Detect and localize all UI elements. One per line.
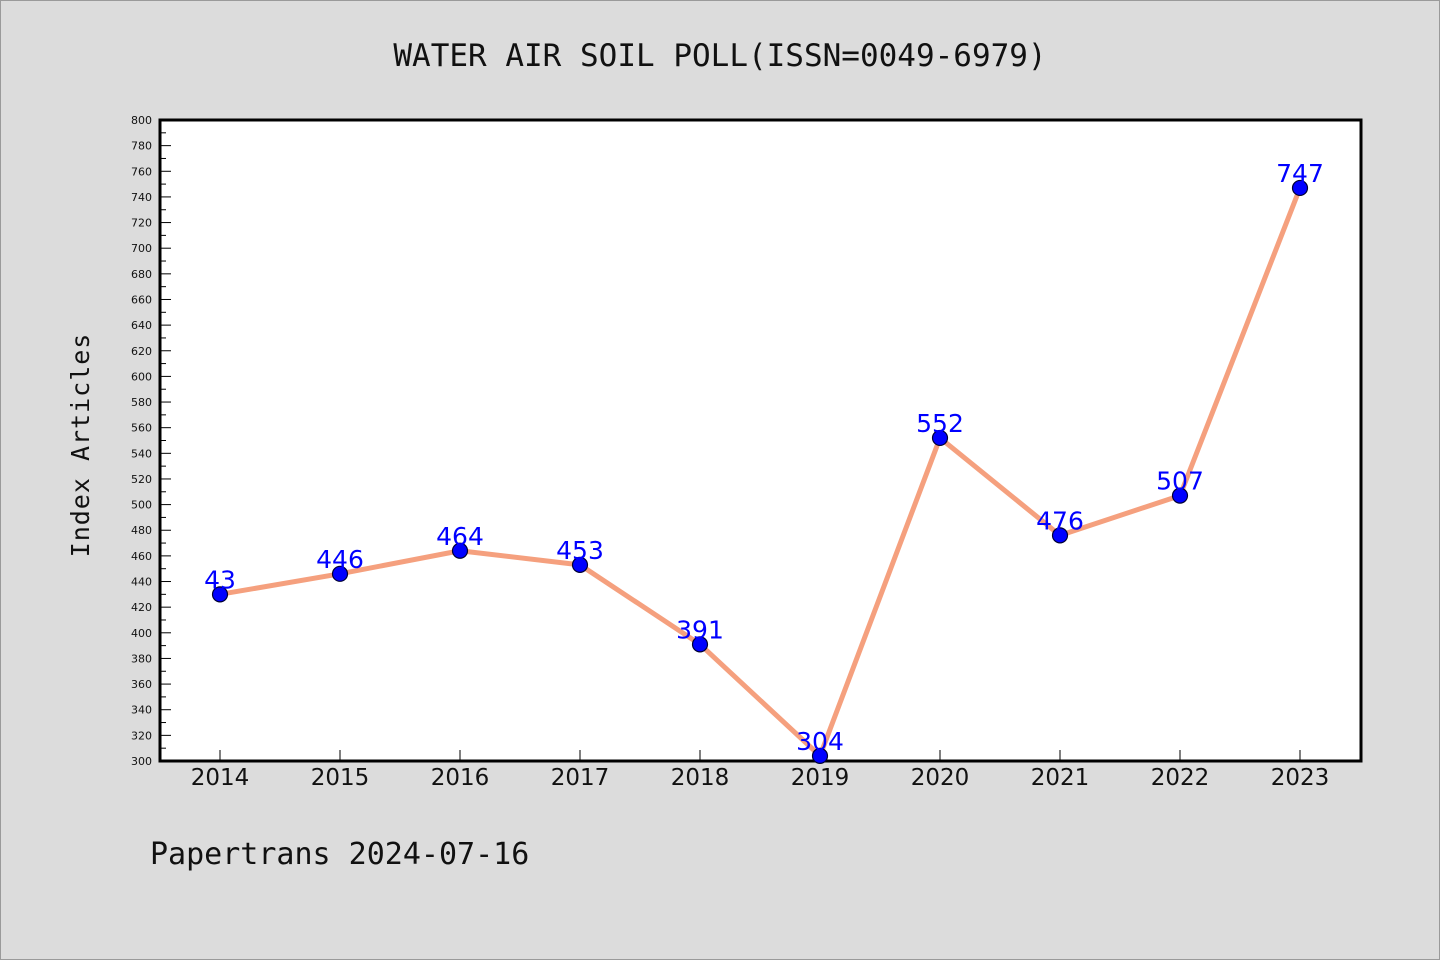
x-tick-label: 2022 [1151, 765, 1210, 791]
y-tick-label: 420 [131, 601, 152, 614]
data-label: 747 [1276, 159, 1324, 188]
footer-text: Papertrans 2024-07-16 [150, 837, 529, 872]
data-label: 552 [916, 409, 964, 438]
y-tick-label: 720 [131, 217, 152, 230]
x-tick-label: 2015 [311, 765, 370, 791]
y-tick-label: 580 [131, 396, 152, 409]
y-tick-label: 380 [131, 652, 152, 665]
data-point [811, 747, 829, 764]
y-axis-ticks: 300 320 340 360 380 400 420 440 460 480 500 520 540 5… [131, 114, 171, 768]
x-tick-label: 2017 [551, 765, 610, 791]
x-tick-label: 2019 [791, 765, 850, 791]
data-label: 446 [316, 545, 364, 574]
y-tick-label: 360 [131, 678, 152, 691]
data-point [1291, 179, 1309, 197]
y-tick-label: 500 [131, 499, 152, 512]
y-tick-label: 760 [131, 165, 152, 178]
data-label: 453 [556, 536, 604, 565]
data-label: 464 [436, 522, 484, 551]
chart-title: WATER AIR SOIL POLL(ISSN=0049-6979) [393, 38, 1046, 74]
data-point [1051, 527, 1069, 544]
y-tick-label: 460 [131, 550, 152, 563]
x-axis-ticks: 2014 2015 2016 2017 2018 2019 2020 2021 2022 2023 [191, 750, 1330, 791]
y-tick-label: 440 [131, 576, 152, 589]
data-label: 304 [796, 727, 844, 756]
data-point [331, 565, 349, 582]
y-tick-label: 740 [131, 191, 152, 204]
y-tick-label: 320 [131, 729, 152, 742]
y-tick-label: 600 [131, 370, 152, 383]
x-tick-label: 2023 [1271, 765, 1330, 791]
y-tick-label: 800 [131, 114, 152, 127]
data-label: 476 [1036, 506, 1084, 535]
data-labels: 43 446 464 453 391 304 552 476 507 747 [204, 159, 1324, 756]
x-tick-label: 2020 [911, 765, 970, 791]
y-tick-label: 620 [131, 345, 152, 358]
y-tick-label: 340 [131, 704, 152, 717]
x-tick-label: 2021 [1031, 765, 1090, 791]
y-tick-label: 400 [131, 627, 152, 640]
y-axis-label: Index Articles [66, 333, 95, 558]
data-point [211, 586, 229, 603]
data-label: 43 [204, 565, 236, 594]
y-tick-label: 660 [131, 293, 152, 306]
y-tick-label: 780 [131, 140, 152, 153]
data-point [451, 542, 469, 559]
data-label: 507 [1156, 467, 1204, 496]
y-tick-label: 640 [131, 319, 152, 332]
series-line [219, 187, 1303, 759]
data-point [931, 429, 949, 447]
y-tick-label: 700 [131, 242, 152, 255]
y-tick-label: 680 [131, 268, 152, 281]
data-point [571, 556, 589, 573]
x-tick-label: 2018 [671, 765, 730, 791]
plot-area [158, 118, 1363, 763]
y-tick-label: 540 [131, 447, 152, 460]
x-tick-label: 2014 [191, 765, 250, 791]
data-point [691, 636, 709, 653]
y-tick-label: 520 [131, 473, 152, 486]
data-markers [211, 179, 1309, 764]
data-label: 391 [676, 615, 724, 644]
x-tick-label: 2016 [431, 765, 490, 791]
y-tick-label: 560 [131, 422, 152, 435]
y-tick-label: 300 [131, 755, 152, 768]
data-point [1171, 487, 1189, 504]
y-tick-label: 480 [131, 524, 152, 537]
